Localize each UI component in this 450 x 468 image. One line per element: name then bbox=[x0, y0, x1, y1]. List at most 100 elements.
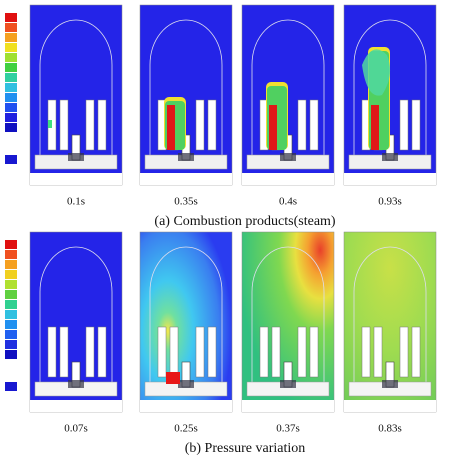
internal-wall bbox=[309, 99, 319, 151]
internal-wall bbox=[97, 99, 107, 151]
plume-cloud bbox=[362, 49, 391, 96]
time-label: 0.93s bbox=[378, 196, 402, 208]
pedestal bbox=[68, 380, 84, 388]
axis-strip bbox=[242, 173, 334, 185]
time-label: 0.35s bbox=[174, 196, 198, 208]
simulation-frame bbox=[29, 4, 123, 186]
pedestal bbox=[68, 153, 84, 161]
legend-swatch bbox=[5, 13, 17, 22]
pedestal bbox=[382, 153, 398, 161]
legend-swatch bbox=[5, 250, 17, 259]
internal-wall bbox=[259, 326, 269, 378]
simulation-frame bbox=[139, 231, 233, 413]
legend-swatch bbox=[5, 280, 17, 289]
plume-core bbox=[371, 105, 379, 150]
legend-swatch bbox=[5, 43, 17, 52]
legend-swatch bbox=[5, 382, 17, 391]
figure-caption: (b) Pressure variation bbox=[185, 441, 306, 456]
time-label: 0.37s bbox=[276, 423, 300, 435]
figure-caption: (a) Combustion products(steam) bbox=[154, 214, 336, 229]
time-label: 0.25s bbox=[174, 423, 198, 435]
internal-wall bbox=[411, 99, 421, 151]
legend-swatch bbox=[5, 300, 17, 309]
axis-strip bbox=[242, 400, 334, 412]
internal-wall bbox=[59, 326, 69, 378]
plume-seed bbox=[48, 120, 52, 128]
legend-swatch bbox=[5, 73, 17, 82]
internal-wall bbox=[297, 326, 307, 378]
internal-wall bbox=[271, 326, 281, 378]
containment-outline bbox=[149, 19, 223, 155]
internal-wall bbox=[297, 99, 307, 151]
time-label: 0.1s bbox=[67, 196, 85, 208]
axis-strip bbox=[344, 400, 436, 412]
legend-swatch bbox=[5, 113, 17, 122]
internal-wall bbox=[399, 326, 409, 378]
legend-swatch bbox=[5, 155, 17, 164]
containment-outline bbox=[251, 19, 325, 155]
simulation-frame bbox=[241, 4, 335, 186]
internal-wall bbox=[373, 326, 383, 378]
legend-swatch bbox=[5, 63, 17, 72]
internal-wall bbox=[85, 99, 95, 151]
axis-strip bbox=[30, 400, 122, 412]
internal-wall bbox=[195, 326, 205, 378]
pedestal bbox=[280, 380, 296, 388]
internal-wall bbox=[309, 326, 319, 378]
internal-wall bbox=[169, 326, 179, 378]
simulation-frame bbox=[343, 4, 437, 186]
pedestal bbox=[382, 380, 398, 388]
simulation-frame bbox=[29, 231, 123, 413]
time-label: 0.4s bbox=[279, 196, 297, 208]
legend-swatch bbox=[5, 83, 17, 92]
internal-wall bbox=[85, 326, 95, 378]
plume-core bbox=[167, 105, 175, 150]
containment-outline bbox=[251, 246, 325, 382]
internal-wall bbox=[97, 326, 107, 378]
internal-wall bbox=[361, 326, 371, 378]
simulation-frame bbox=[241, 231, 335, 413]
legend-swatch bbox=[5, 103, 17, 112]
time-label: 0.07s bbox=[64, 423, 88, 435]
axis-strip bbox=[30, 173, 122, 185]
time-label: 0.83s bbox=[378, 423, 402, 435]
internal-wall bbox=[195, 99, 205, 151]
internal-wall bbox=[47, 326, 57, 378]
internal-wall bbox=[207, 99, 217, 151]
containment-outline bbox=[39, 246, 113, 382]
pedestal bbox=[178, 153, 194, 161]
legend-swatch bbox=[5, 93, 17, 102]
legend-swatch bbox=[5, 53, 17, 62]
internal-wall bbox=[399, 99, 409, 151]
pressure-hotspot bbox=[166, 372, 180, 384]
legend-swatch bbox=[5, 340, 17, 349]
containment-outline bbox=[353, 19, 427, 155]
internal-wall bbox=[59, 99, 69, 151]
internal-wall bbox=[411, 326, 421, 378]
containment-outline bbox=[353, 246, 427, 382]
legend-swatch bbox=[5, 270, 17, 279]
legend-swatch bbox=[5, 320, 17, 329]
legend-swatch bbox=[5, 33, 17, 42]
legend-swatch bbox=[5, 290, 17, 299]
legend-swatch bbox=[5, 240, 17, 249]
simulation-frame bbox=[343, 231, 437, 413]
pedestal bbox=[178, 380, 194, 388]
pedestal bbox=[280, 153, 296, 161]
axis-strip bbox=[344, 173, 436, 185]
axis-strip bbox=[140, 173, 232, 185]
legend-swatch bbox=[5, 350, 17, 359]
internal-wall bbox=[157, 326, 167, 378]
legend-swatch bbox=[5, 23, 17, 32]
axis-strip bbox=[140, 400, 232, 412]
simulation-frame bbox=[139, 4, 233, 186]
legend-swatch bbox=[5, 330, 17, 339]
plume-core bbox=[269, 105, 277, 150]
containment-outline bbox=[149, 246, 223, 382]
internal-wall bbox=[207, 326, 217, 378]
legend-swatch bbox=[5, 123, 17, 132]
legend-swatch bbox=[5, 260, 17, 269]
containment-outline bbox=[39, 19, 113, 155]
legend-swatch bbox=[5, 310, 17, 319]
